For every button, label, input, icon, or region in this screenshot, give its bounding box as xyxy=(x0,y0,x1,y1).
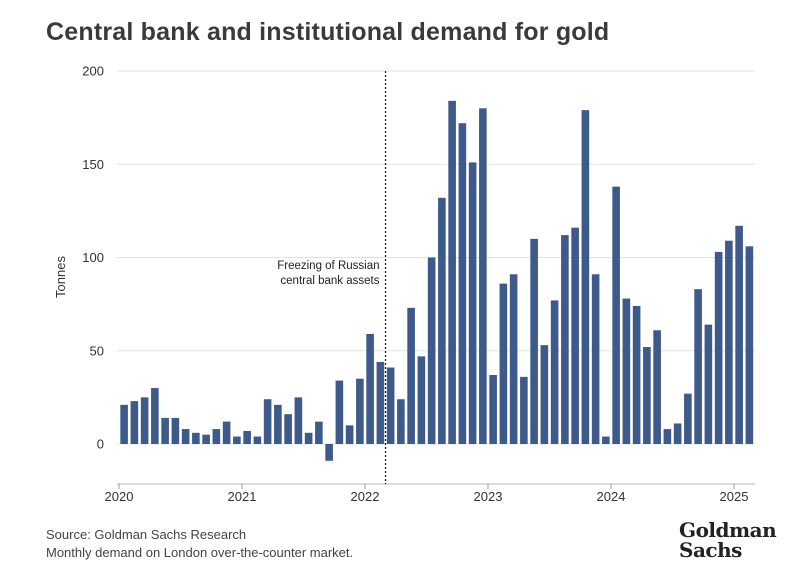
bar xyxy=(171,417,180,444)
bar xyxy=(550,300,559,444)
goldman-sachs-logo: Goldman Sachs xyxy=(679,518,777,562)
bar xyxy=(653,330,661,444)
source-text: Source: Goldman Sachs Research xyxy=(46,527,247,542)
bar xyxy=(632,305,641,444)
bar xyxy=(643,347,651,444)
y-tick-label: 150 xyxy=(82,157,104,172)
bar xyxy=(591,274,600,444)
bar xyxy=(489,374,497,444)
bar xyxy=(540,345,549,444)
bar xyxy=(479,108,487,445)
bar xyxy=(509,274,518,444)
bar xyxy=(612,186,620,444)
y-axis-label: Tonnes xyxy=(53,256,68,298)
bar xyxy=(735,225,743,444)
x-tick-label: 2020 xyxy=(105,489,134,504)
bar xyxy=(407,307,415,444)
bar xyxy=(561,235,569,444)
bar xyxy=(253,436,262,444)
bar xyxy=(397,399,405,444)
bar xyxy=(622,298,631,444)
footnote-text: Monthly demand on London over-the-counte… xyxy=(46,545,354,560)
bar xyxy=(181,429,190,444)
logo-line-2: Sachs xyxy=(679,538,742,562)
bar xyxy=(263,399,272,444)
bar xyxy=(294,397,303,444)
y-tick-label: 0 xyxy=(97,437,104,452)
y-tick-label: 200 xyxy=(82,64,104,79)
bar xyxy=(366,333,374,444)
bar xyxy=(571,227,579,444)
bar xyxy=(222,421,231,444)
bar xyxy=(458,123,467,444)
chart-title: Central bank and institutional demand fo… xyxy=(46,18,610,46)
bar xyxy=(663,429,672,444)
bar xyxy=(376,361,385,444)
x-tick-label: 2022 xyxy=(351,489,380,504)
bar xyxy=(417,356,426,444)
bar xyxy=(120,404,128,444)
source-note: Source: Goldman Sachs Research Monthly d… xyxy=(46,526,353,562)
bar xyxy=(499,283,508,444)
bar xyxy=(335,380,344,444)
y-tick-label: 50 xyxy=(90,343,104,358)
annotation-text-line-1: Freezing of Russian xyxy=(277,260,379,272)
bar xyxy=(386,367,395,444)
bar xyxy=(161,417,169,444)
bar xyxy=(284,414,292,444)
bar xyxy=(684,393,692,444)
bar xyxy=(243,430,251,444)
bar xyxy=(325,444,333,461)
bar xyxy=(520,376,528,444)
bar xyxy=(140,397,149,444)
bar xyxy=(130,401,139,444)
bar-chart: 0 50 100 150 200 2020 2021 2022 2023 2024 2025 Tonn… xyxy=(53,64,755,504)
y-tick-label: 100 xyxy=(82,250,104,265)
bar xyxy=(356,378,364,444)
bar xyxy=(345,425,354,444)
bar xyxy=(448,100,456,444)
bar xyxy=(233,436,241,444)
x-tick-label: 2023 xyxy=(474,489,503,504)
bar xyxy=(202,434,210,444)
bar xyxy=(530,238,538,444)
bar xyxy=(602,436,610,444)
bar xyxy=(438,197,446,444)
bar xyxy=(468,162,477,444)
x-tick-label: 2025 xyxy=(720,489,749,504)
bar xyxy=(427,257,436,444)
bar xyxy=(694,289,702,444)
bar xyxy=(315,421,323,444)
logo-line-1: Goldman xyxy=(679,518,777,542)
bar xyxy=(212,429,221,444)
bar xyxy=(151,388,159,444)
bar xyxy=(704,324,713,444)
bar xyxy=(192,432,200,444)
bar xyxy=(714,251,723,444)
x-tick-label: 2024 xyxy=(597,489,626,504)
bar xyxy=(725,240,733,444)
bar xyxy=(274,404,282,444)
annotation-text-line-2: central bank assets xyxy=(280,275,379,287)
bar xyxy=(673,423,682,444)
bar xyxy=(745,246,754,444)
bar xyxy=(304,432,313,444)
x-tick-label: 2021 xyxy=(228,489,257,504)
bar xyxy=(581,110,590,444)
